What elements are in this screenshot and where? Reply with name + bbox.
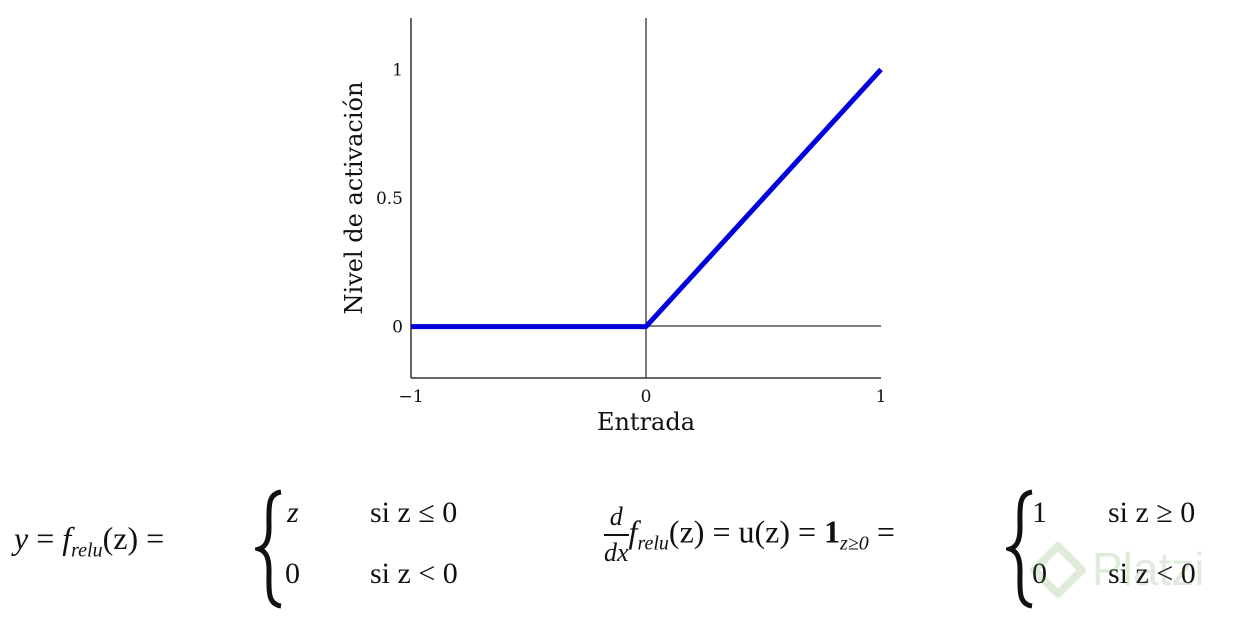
right-case2-condition: si z < 0: [1108, 557, 1196, 590]
derivative-eq: =: [876, 513, 895, 550]
y-tick-label: 0.5: [376, 189, 403, 209]
ticks: −1 0 1 0 0.5 1: [376, 60, 886, 407]
derivative-numerator: d: [604, 500, 629, 536]
right-case2-value: 0: [1032, 557, 1047, 590]
left-case1-value: z: [287, 496, 299, 529]
y-axis-label: Nivel de activación: [340, 82, 368, 315]
platzi-watermark: Platzi: [1030, 540, 1230, 600]
derivative-formula: d dx frelu(z) = u(z) = 1z≥0 =: [604, 500, 895, 570]
relu-formula: y = frelu(z) =: [14, 520, 164, 562]
x-tick-label: −1: [398, 387, 423, 407]
x-tick-label: 0: [641, 387, 652, 407]
formula-arg: (z): [102, 520, 139, 556]
left-case1-condition: si z ≤ 0: [370, 496, 458, 529]
right-case1-condition: si z ≥ 0: [1108, 496, 1196, 529]
formula-f: f: [62, 520, 72, 556]
y-tick-label: 1: [392, 60, 403, 80]
relu-series-line: [411, 67, 883, 330]
formula-sub: relu: [71, 539, 103, 562]
left-case2-condition: si z < 0: [370, 557, 458, 590]
right-brace: [1006, 489, 1033, 609]
derivative-f: f: [628, 513, 638, 550]
derivative-sub: relu: [637, 532, 669, 555]
formula-eq: =: [36, 520, 55, 556]
formula-y: y: [14, 520, 29, 556]
x-axis-label: Entrada: [597, 408, 695, 436]
indicator-one: 1: [824, 513, 841, 550]
platzi-logo-icon: [1030, 542, 1086, 598]
y-tick-label: 0: [392, 318, 403, 338]
derivative-denominator: dx: [604, 538, 629, 567]
relu-chart: −1 0 1 0 0.5 1 Entrada Nivel de activación: [340, 18, 886, 436]
right-case1-value: 1: [1032, 496, 1047, 529]
left-brace: [255, 489, 282, 609]
x-tick-label: 1: [876, 387, 887, 407]
indicator-sub: z≥0: [840, 532, 869, 555]
left-case2-value: 0: [285, 557, 300, 590]
formula-eq2: =: [146, 520, 165, 556]
derivative-arg: (z) = u(z) =: [668, 513, 825, 550]
watermark-text: Platzi: [1092, 543, 1205, 595]
